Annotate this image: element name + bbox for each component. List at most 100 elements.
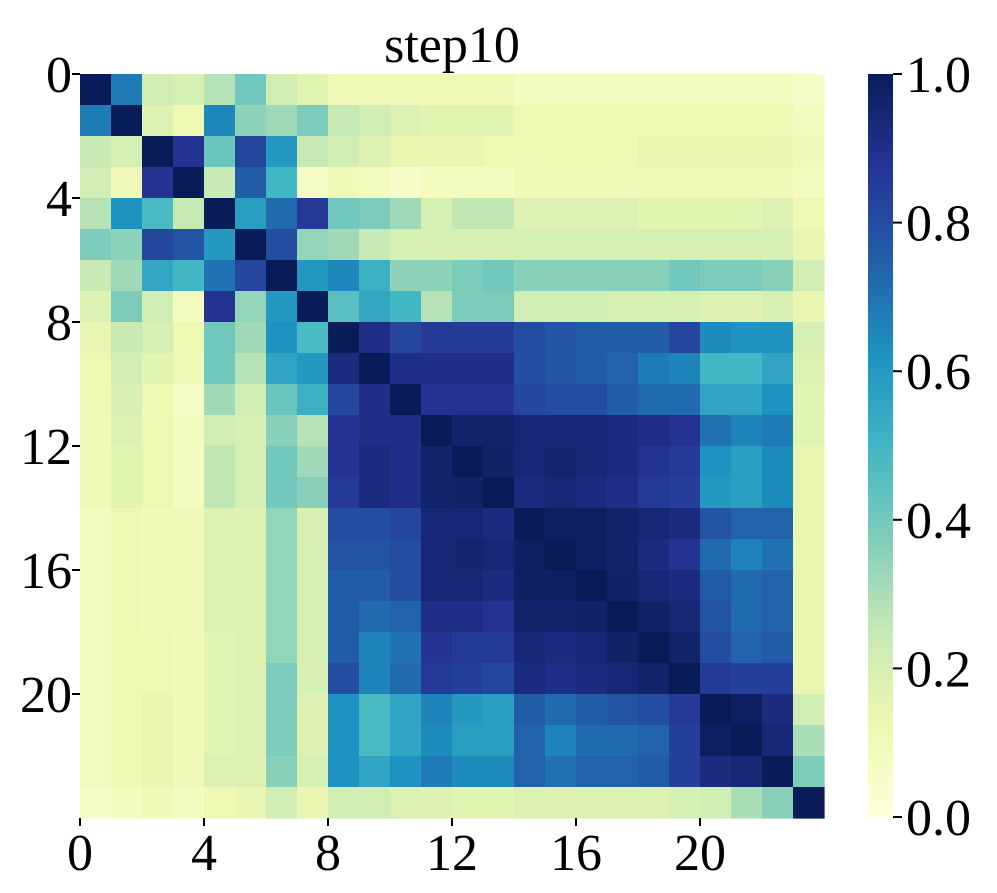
heatmap-cell: [607, 167, 639, 199]
heatmap-cell: [328, 477, 360, 509]
heatmap-cell: [669, 415, 701, 447]
heatmap-cell: [762, 384, 794, 416]
heatmap-cell: [514, 694, 546, 726]
heatmap-cell: [483, 322, 515, 354]
x-tick-label: 0: [67, 825, 93, 882]
heatmap-cell: [421, 260, 453, 292]
heatmap-cell: [80, 508, 112, 540]
heatmap-cell: [607, 725, 639, 757]
heatmap-cell: [545, 322, 577, 354]
heatmap-cell: [421, 322, 453, 354]
heatmap-cell: [483, 291, 515, 323]
heatmap-cell: [390, 694, 422, 726]
heatmap-cell: [297, 477, 329, 509]
heatmap-cell: [452, 756, 484, 788]
heatmap-cell: [173, 384, 205, 416]
heatmap-cell: [359, 632, 391, 664]
heatmap-cell: [204, 725, 236, 757]
heatmap-cell: [793, 415, 825, 447]
heatmap-cell: [297, 663, 329, 695]
heatmap-cell: [576, 322, 608, 354]
heatmap-cell: [328, 570, 360, 602]
heatmap-cell: [700, 477, 732, 509]
heatmap-cell: [576, 229, 608, 261]
heatmap-cell: [266, 167, 298, 199]
heatmap-cell: [638, 322, 670, 354]
heatmap-cell: [545, 694, 577, 726]
heatmap-cell: [638, 229, 670, 261]
y-tick-label: 12: [20, 419, 72, 476]
heatmap-cell: [235, 663, 267, 695]
heatmap-cell: [669, 446, 701, 478]
heatmap-cell: [514, 260, 546, 292]
heatmap-cell: [762, 601, 794, 633]
heatmap-cell: [545, 663, 577, 695]
heatmap-cell: [297, 694, 329, 726]
heatmap-cell: [483, 539, 515, 571]
heatmap-cell: [390, 508, 422, 540]
heatmap-cell: [576, 415, 608, 447]
heatmap-cell: [731, 787, 763, 819]
heatmap-cell: [607, 694, 639, 726]
heatmap-cell: [204, 539, 236, 571]
heatmap-cell: [173, 322, 205, 354]
heatmap-cell: [328, 663, 360, 695]
heatmap-cell: [545, 539, 577, 571]
heatmap-cell: [328, 694, 360, 726]
heatmap-cell: [266, 570, 298, 602]
heatmap-cell: [762, 353, 794, 385]
heatmap-cell: [576, 663, 608, 695]
heatmap-cell: [545, 570, 577, 602]
heatmap-cell: [359, 322, 391, 354]
heatmap-cell: [111, 601, 143, 633]
heatmap-cell: [173, 291, 205, 323]
heatmap-cell: [173, 539, 205, 571]
heatmap-cell: [700, 353, 732, 385]
heatmap-cell: [235, 539, 267, 571]
heatmap-cell: [80, 787, 112, 819]
heatmap-cell: [669, 105, 701, 137]
heatmap-cell: [359, 508, 391, 540]
heatmap-cell: [421, 663, 453, 695]
heatmap-cell: [669, 601, 701, 633]
heatmap-cell: [545, 725, 577, 757]
heatmap-cell: [452, 74, 484, 106]
heatmap-cell: [638, 725, 670, 757]
heatmap-cell: [452, 322, 484, 354]
heatmap-cell: [514, 136, 546, 168]
heatmap-cell: [793, 229, 825, 261]
heatmap-cell: [731, 539, 763, 571]
heatmap-cell: [514, 74, 546, 106]
heatmap-cell: [235, 74, 267, 106]
heatmap-cell: [80, 74, 112, 106]
heatmap-cell: [576, 167, 608, 199]
heatmap-cell: [173, 74, 205, 106]
heatmap-cell: [607, 353, 639, 385]
heatmap-cell: [173, 477, 205, 509]
heatmap-cell: [700, 632, 732, 664]
heatmap-cell: [390, 632, 422, 664]
heatmap-cell: [607, 198, 639, 230]
heatmap-cell: [514, 539, 546, 571]
heatmap-cell: [545, 198, 577, 230]
heatmap-cell: [793, 136, 825, 168]
heatmap-cell: [142, 446, 174, 478]
heatmap-cell: [731, 384, 763, 416]
heatmap-cell: [793, 477, 825, 509]
heatmap-cell: [235, 725, 267, 757]
heatmap-cell: [359, 260, 391, 292]
heatmap-cell: [204, 601, 236, 633]
heatmap-cell: [266, 198, 298, 230]
heatmap-cell: [452, 632, 484, 664]
heatmap-cell: [607, 632, 639, 664]
heatmap-cell: [297, 539, 329, 571]
heatmap-cell: [80, 663, 112, 695]
heatmap-cell: [173, 198, 205, 230]
heatmap-cell: [80, 384, 112, 416]
heatmap-cell: [421, 632, 453, 664]
heatmap-cell: [421, 415, 453, 447]
heatmap-cell: [421, 384, 453, 416]
heatmap-cell: [576, 508, 608, 540]
heatmap-cell: [80, 477, 112, 509]
heatmap-cell: [638, 105, 670, 137]
